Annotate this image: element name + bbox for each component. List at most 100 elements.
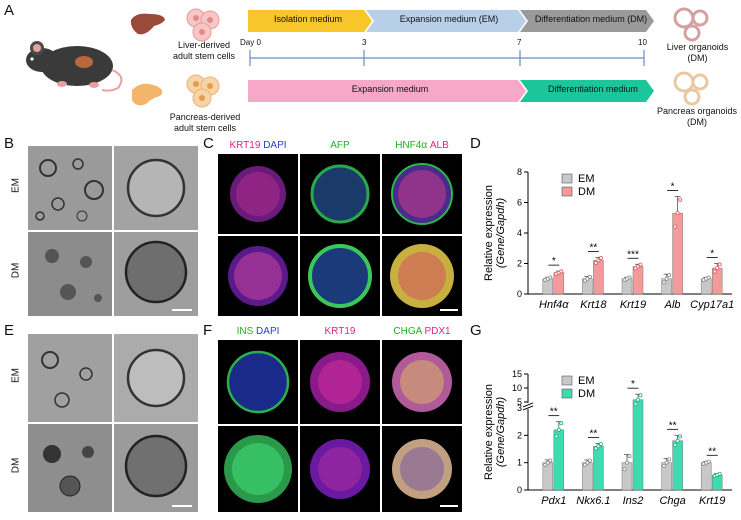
data-point-dm-Krt18 bbox=[598, 256, 603, 261]
data-point-em-Alb bbox=[667, 273, 672, 278]
c-channel-1-krt19: KRT19 bbox=[229, 140, 264, 151]
y-tick-label: 3 bbox=[517, 403, 522, 413]
data-point-dm-Krt18 bbox=[593, 260, 598, 265]
legend-label-dm: DM bbox=[578, 186, 595, 198]
y-axis-label: Relative expression bbox=[483, 185, 495, 281]
bar-em-Krt19 bbox=[700, 462, 712, 491]
f-em-ins-dapi-image bbox=[218, 340, 298, 424]
legend-label-dm: DM bbox=[578, 388, 595, 400]
legend-label-em: EM bbox=[578, 375, 595, 387]
data-point-dm-Pdx1 bbox=[559, 421, 564, 426]
category-label-Hnf4α: Hnf4α bbox=[539, 299, 569, 311]
pancreas-icon bbox=[132, 83, 163, 106]
y-tick-label: 4 bbox=[517, 228, 522, 238]
data-point-dm-Cyp17a1 bbox=[715, 266, 720, 271]
y-tick-label: 0 bbox=[517, 485, 522, 495]
isolation-medium-label: Isolation medium bbox=[273, 14, 343, 24]
panel-label-b: B bbox=[4, 135, 15, 152]
c-channel-3-alb: ALB bbox=[429, 140, 449, 151]
data-point-dm-Alb bbox=[678, 197, 683, 202]
data-point-em-Ins2 bbox=[627, 454, 632, 459]
panel-label-c: C bbox=[203, 135, 214, 152]
y-tick-label: 6 bbox=[517, 198, 522, 208]
day-3-label: 3 bbox=[362, 38, 367, 47]
f-dm-ins-dapi-image bbox=[218, 426, 298, 512]
pancreas-expansion-label: Expansion medium bbox=[351, 84, 429, 94]
data-point-em-Pdx1 bbox=[548, 458, 553, 463]
significance-label-Chga: ** bbox=[669, 420, 677, 431]
y-tick-label: 5 bbox=[517, 397, 522, 407]
f-dm-chga-pdx1-image bbox=[382, 426, 462, 512]
data-point-dm-Ins2 bbox=[633, 402, 638, 407]
data-point-em-Pdx1 bbox=[545, 460, 550, 465]
c-channel-2: AFP bbox=[298, 140, 382, 151]
panel-label-a: A bbox=[4, 2, 15, 19]
data-point-dm-Alb bbox=[675, 211, 680, 216]
category-label-Krt18: Krt18 bbox=[580, 299, 607, 311]
data-point-em-Alb bbox=[664, 276, 669, 281]
liver-cells-label: Liver-derived adult stem cells bbox=[172, 40, 236, 61]
data-point-dm-Nkx6.1 bbox=[593, 446, 598, 451]
panel-label-e: E bbox=[4, 322, 15, 339]
day-0-label: Day 0 bbox=[240, 38, 261, 47]
f-channel-2-krt19: KRT19 bbox=[324, 326, 356, 337]
data-point-dm-Pdx1 bbox=[556, 427, 561, 432]
bar-dm-Nkx6.1 bbox=[593, 446, 604, 491]
day-7-label: 7 bbox=[517, 38, 522, 47]
bar-dm-Krt19 bbox=[632, 266, 644, 295]
data-point-em-Nkx6.1 bbox=[585, 460, 590, 465]
y-tick-label: 0 bbox=[517, 289, 522, 299]
c-channel-1-dapi: DAPI bbox=[263, 140, 287, 151]
data-point-dm-Chga bbox=[678, 434, 683, 439]
e-em-highmag-image bbox=[114, 334, 198, 422]
data-point-em-Chga bbox=[667, 457, 672, 462]
axis-break-gap bbox=[523, 402, 533, 409]
b-dm-lowmag-image bbox=[28, 232, 112, 316]
category-label-Ins2: Ins2 bbox=[623, 495, 644, 507]
f-em-chga-pdx1-image bbox=[382, 340, 462, 424]
expansion-medium-em-label: Expansion medium (EM) bbox=[399, 14, 499, 24]
data-point-em-Chga bbox=[662, 463, 667, 468]
data-point-dm-Ins2 bbox=[638, 393, 643, 398]
liver-organoid-icon bbox=[673, 7, 709, 42]
significance-label-Alb: * bbox=[671, 181, 675, 192]
category-label-Pdx1: Pdx1 bbox=[541, 495, 566, 507]
data-point-em-Ins2 bbox=[624, 460, 629, 465]
bar-dm-Krt18 bbox=[593, 260, 604, 295]
data-point-em-Krt18 bbox=[587, 274, 592, 279]
data-point-dm-Krt18 bbox=[596, 258, 601, 263]
day-10-label: 10 bbox=[638, 38, 647, 47]
data-point-em-Cyp17a1 bbox=[706, 275, 711, 280]
pancreas-medium-bar bbox=[248, 80, 654, 102]
significance-label-Cyp17a1: * bbox=[710, 249, 714, 260]
data-point-dm-Krt19 bbox=[638, 262, 643, 267]
significance-label-Krt19: ** bbox=[708, 446, 716, 457]
significance-label-Ins2: * bbox=[631, 379, 635, 390]
data-point-dm-Ins2 bbox=[635, 397, 640, 402]
data-point-em-Ins2 bbox=[622, 467, 627, 472]
pancreas-differentiation-label: Differentiation medium bbox=[548, 84, 638, 94]
panel-label-d: D bbox=[470, 135, 481, 152]
legend-label-em: EM bbox=[578, 173, 595, 185]
axis-break-mark bbox=[522, 402, 534, 408]
chart-d: Relative expression (Gene/Gapdh) 0 2 4 6 8 EMDM… bbox=[483, 167, 734, 311]
bar-em-Ins2 bbox=[621, 462, 633, 491]
f-channel-3-pdx1: PDX1 bbox=[424, 326, 451, 337]
legend-swatch-em bbox=[561, 173, 573, 184]
c-dm-hnf4a-alb-image bbox=[382, 236, 462, 316]
data-point-dm-Krt19 bbox=[717, 471, 722, 476]
data-point-dm-Nkx6.1 bbox=[598, 442, 603, 447]
b-dm-highmag-image bbox=[114, 232, 198, 316]
differentiation-medium-dm-label: Differentiation medium (DM) bbox=[534, 14, 648, 24]
axis-break-mark bbox=[522, 405, 534, 411]
bar-dm-Ins2 bbox=[632, 399, 644, 491]
c-em-krt19-dapi-image bbox=[218, 154, 298, 234]
e-dm-lowmag-image bbox=[28, 424, 112, 512]
significance-label-Krt19: *** bbox=[627, 249, 639, 260]
data-point-em-Pdx1 bbox=[543, 462, 548, 467]
liver-medium-bar bbox=[248, 10, 654, 32]
f-channel-1-ins: INS bbox=[236, 326, 257, 337]
legend-swatch-dm bbox=[561, 388, 573, 399]
y-axis-label: Relative expression bbox=[483, 384, 495, 480]
f-channel-2: KRT19 bbox=[298, 326, 382, 337]
